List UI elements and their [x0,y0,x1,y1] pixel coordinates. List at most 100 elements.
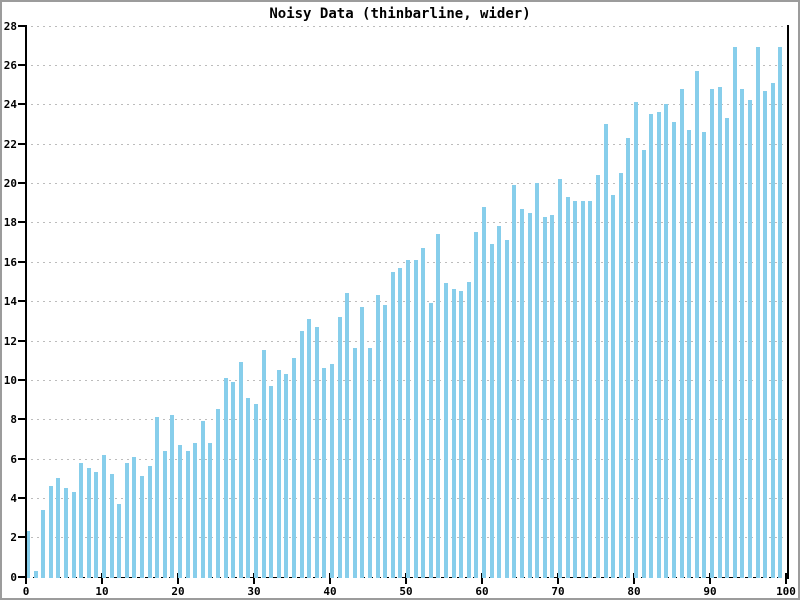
bar [155,417,160,578]
y-tick-label: 22 [3,138,17,151]
bar [634,102,638,578]
x-tick-label: 80 [627,585,641,598]
x-tick-label: 100 [776,585,796,598]
x-axis-tick [177,573,179,584]
bar [588,201,593,578]
y-axis-tick [18,261,25,263]
bar [56,478,61,578]
bar [778,47,783,578]
bar [694,71,699,578]
y-axis-tick [18,340,25,342]
y-axis-tick [18,576,25,578]
bar [140,476,144,578]
y-gridline [25,222,789,223]
y-gridline [25,26,789,27]
y-tick-label: 8 [10,413,17,426]
bar [117,504,122,578]
bar [375,295,380,578]
bar [649,114,654,578]
bar [755,47,760,578]
x-tick-label: 30 [247,585,261,598]
x-axis-tick [557,573,559,584]
bar [763,91,768,578]
x-axis-tick [633,573,635,584]
bar [299,331,304,578]
y-axis-tick [18,143,25,145]
bar [33,571,38,578]
x-tick-label: 10 [95,585,109,598]
y-axis-tick [18,103,25,105]
bar [102,455,106,578]
y-tick-label: 18 [3,216,17,229]
bar [26,531,30,578]
bar [428,303,433,578]
y-tick-label: 12 [3,335,17,348]
bar [208,443,213,578]
bar [71,492,76,578]
bar [345,293,350,578]
bar [527,213,532,578]
bar [261,350,266,578]
bar [124,463,129,578]
bar [618,173,623,578]
bar [748,100,752,578]
y-tick-label: 0 [10,571,17,584]
bar [558,179,562,578]
y-axis-tick [18,182,25,184]
bar [504,240,509,578]
bar [466,282,471,578]
x-tick-label: 40 [323,585,337,598]
bar [79,463,84,578]
x-axis-tick [709,573,711,584]
x-axis-tick [101,573,103,584]
bar [542,217,547,578]
bar [292,358,296,578]
bar [565,197,570,578]
bar [383,305,388,578]
bar [64,488,68,578]
y-axis-tick [18,64,25,66]
y-tick-label: 24 [3,98,17,111]
y-axis-tick [18,221,25,223]
bar [580,201,585,578]
bar [314,327,319,578]
bar [573,201,578,578]
bar [330,364,334,578]
bar [132,457,137,578]
bar [436,234,441,578]
y-gridline [25,65,789,66]
y-axis-tick [18,379,25,381]
bar [238,362,243,578]
bar [231,382,236,578]
y-tick-label: 16 [3,256,17,269]
bar [86,468,91,578]
bar [451,289,456,578]
x-axis-tick [405,573,407,584]
x-tick-label: 20 [171,585,185,598]
x-axis-tick [785,573,787,584]
bar [641,150,646,578]
x-axis-tick [253,573,255,584]
y-tick-label: 28 [3,20,17,33]
bar [216,409,220,578]
bar [489,244,494,578]
bar [603,124,608,578]
bar [687,130,692,578]
x-tick-label: 70 [551,585,565,598]
y-axis-tick [18,418,25,420]
bar [406,260,410,578]
bar [193,443,198,578]
bar [770,83,775,578]
bar [162,451,167,578]
bar [679,89,684,578]
bar [611,195,616,578]
bar [284,374,289,578]
bar [710,89,714,578]
bar [398,268,403,578]
bar [520,209,524,578]
bar [702,132,707,578]
y-axis-tick [18,300,25,302]
bar [596,175,600,578]
bar [474,232,479,578]
bar [94,472,99,578]
